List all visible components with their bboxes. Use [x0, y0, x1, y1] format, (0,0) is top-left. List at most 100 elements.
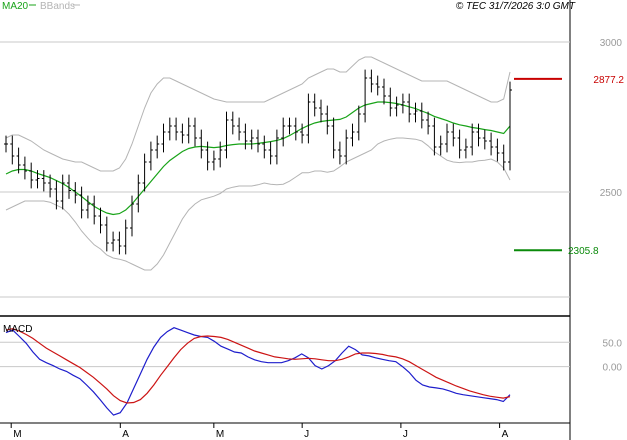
ohlc-bar	[111, 231, 116, 252]
ohlc-bar	[375, 75, 380, 96]
resistance-label: 2877.2	[593, 75, 624, 86]
ohlc-bar	[451, 123, 456, 147]
macd-title: MACD	[3, 324, 32, 335]
ohlc-bar	[29, 162, 34, 189]
ohlc-bar	[400, 93, 405, 114]
ohlc-bar	[193, 117, 197, 147]
macd-grid: 50.0 0.00	[0, 338, 623, 374]
ohlc-bar	[211, 150, 216, 171]
x-tick-label: A	[502, 429, 509, 440]
ohlc-bar	[104, 216, 109, 252]
ohlc-bar	[508, 81, 512, 171]
ohlc-bar	[85, 195, 90, 219]
price-tick-label: 3000	[600, 38, 623, 49]
x-tick-label: A	[122, 429, 129, 440]
ohlc-bar	[344, 129, 349, 165]
ohlc-bar	[224, 111, 229, 159]
x-tick-label: M	[216, 429, 224, 440]
legend-bbands: BBands	[40, 1, 75, 12]
ohlc-bar	[130, 195, 134, 237]
ohlc-bar	[148, 141, 153, 171]
support-label: 2305.8	[568, 246, 599, 257]
ohlc-bar	[394, 96, 399, 117]
ohlc-bar	[205, 141, 210, 171]
ohlc-bar	[22, 156, 27, 180]
ohlc-bar	[319, 99, 323, 123]
ohlc-bar	[419, 102, 424, 129]
ohlc-bar	[457, 129, 462, 159]
ohlc-bar	[174, 117, 179, 141]
ohlc-bar	[438, 135, 443, 156]
ohlc-bar	[482, 129, 487, 150]
ohlc-bar	[476, 123, 481, 147]
ohlc-bar	[369, 69, 374, 93]
ohlc-bar	[445, 123, 449, 153]
ohlc-bar	[407, 93, 412, 123]
ohlc-bar	[350, 123, 355, 147]
ohlc-bar	[218, 141, 223, 168]
ohlc-bar	[300, 123, 305, 144]
ohlc-bar	[16, 147, 21, 174]
signal-line	[5, 328, 511, 404]
ohlc-bar	[501, 144, 506, 171]
ohlc-bar	[432, 117, 437, 156]
macd-tick-label: 50.0	[603, 338, 623, 349]
ohlc-bar	[10, 135, 15, 165]
ohlc-bar	[92, 195, 97, 225]
ohlc-bar	[67, 174, 71, 199]
bbands-upper-line	[5, 56, 511, 172]
ohlc-bar	[230, 111, 235, 135]
x-tick-label: J	[403, 429, 408, 440]
ohlc-bar	[98, 207, 103, 234]
ohlc-bar	[243, 123, 248, 150]
ohlc-bar	[117, 231, 122, 255]
price-tick-label: 2500	[600, 188, 623, 199]
ohlc-bar	[274, 129, 279, 165]
ohlc-bar	[363, 69, 368, 123]
ohlc-bar	[262, 135, 267, 159]
ohlc-bar	[382, 78, 386, 105]
ohlc-bar	[35, 170, 40, 189]
ohlc-bar	[463, 138, 468, 159]
x-tick-label: J	[304, 429, 309, 440]
ohlc-bar	[161, 123, 166, 153]
ohlc-bar	[413, 102, 418, 123]
ohlc-bar	[60, 174, 65, 210]
ohlc-bar	[331, 117, 336, 159]
ohlc-bar	[155, 135, 160, 159]
ohlc-bar	[306, 93, 311, 144]
bbands-lower-line	[5, 137, 511, 271]
ohlc-bar	[54, 180, 59, 210]
ohlc-bar	[312, 93, 317, 117]
ohlc-bar	[337, 141, 342, 165]
ohlc-bar	[4, 135, 8, 153]
ohlc-bar	[495, 138, 500, 162]
ohlc-bar	[73, 182, 78, 204]
macd-tick-label: 0.00	[603, 363, 623, 374]
ohlc-bar	[268, 141, 273, 165]
ohlc-bar	[237, 117, 242, 141]
ohlc-bar	[293, 117, 298, 141]
legend-ma20: MA20	[2, 1, 29, 12]
ohlc-bar	[186, 117, 191, 144]
ohlc-bar	[48, 174, 53, 198]
ohlc-bar	[426, 111, 431, 135]
ohlc-bar	[489, 132, 494, 156]
x-tick-label: M	[13, 429, 21, 440]
ohlc-bar	[281, 117, 286, 147]
ohlc-bar	[41, 170, 46, 192]
macd-line	[5, 327, 511, 416]
ohlc-bar	[79, 186, 84, 219]
ohlc-bar	[199, 129, 204, 159]
ohlc-bar	[167, 117, 172, 141]
ohlc-bar	[356, 105, 361, 141]
ohlc-bar	[136, 174, 141, 213]
ohlc-bar	[256, 129, 260, 153]
ohlc-bar	[470, 123, 475, 156]
ohlc-bar	[325, 105, 330, 135]
ohlc-bar	[388, 87, 393, 117]
ohlc-bar	[142, 153, 147, 192]
copyright-timestamp: © TEC 31/7/2026 3:0 GMT	[456, 1, 576, 12]
